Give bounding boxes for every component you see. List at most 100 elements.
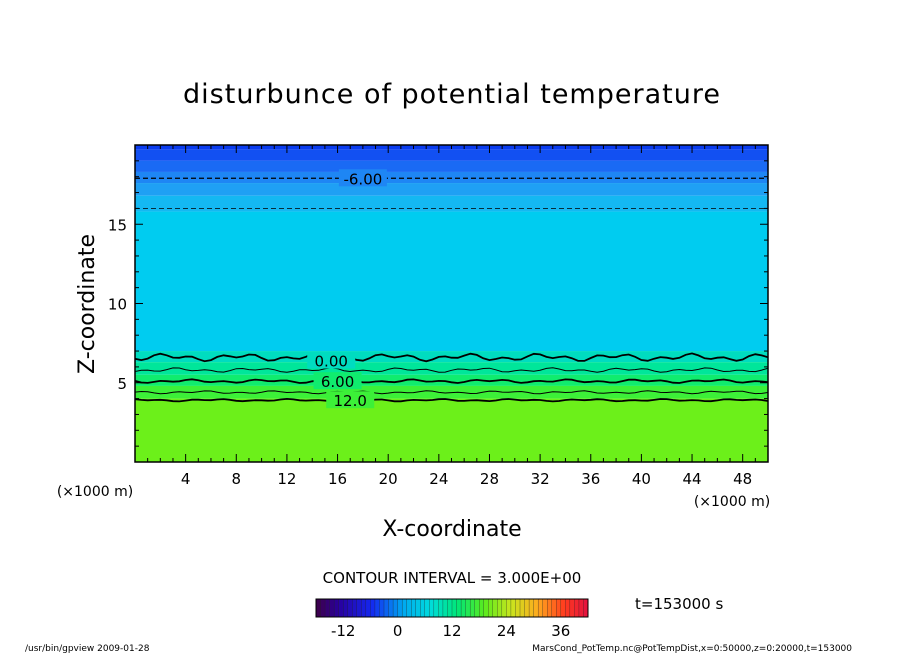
colorbar-cell [560,598,566,618]
colorbar-cell [569,598,575,618]
heatmap-layer [135,398,768,462]
colorbar-cell [383,598,389,618]
colorbar-cell [524,598,530,618]
colorbar-cell [365,598,371,618]
footer-left: /usr/bin/gpview 2009-01-28 [25,644,150,654]
colorbar-cell [433,598,439,618]
contour-label-bg [326,391,375,409]
contour-label-bg [313,372,362,390]
colorbar-cell [574,598,580,618]
x-axis-label: X-coordinate [382,517,521,542]
time-label: t=153000 s [635,595,723,613]
contour-line [135,390,768,395]
heatmap-layer [135,362,768,375]
contour-line [135,397,768,403]
contour-label: 6.00 [321,373,354,391]
colorbar-tick-label: 12 [442,622,461,640]
contour-line [135,367,768,373]
colorbar-cell [424,598,430,618]
y-axis-ticks: 5 10 15 [108,160,768,447]
x-tick-label: 4 [181,470,191,488]
x-tick-label: 32 [531,470,550,488]
colorbar-tick-label: 36 [551,622,570,640]
colorbar-cell [510,598,516,618]
contour-interval-text: CONTOUR INTERVAL = 3.000E+00 [323,569,582,587]
contour-label: -6.00 [343,170,382,188]
colorbar-cell [401,598,408,618]
colorbar-cell [501,598,507,618]
heatmap-layer [135,351,768,363]
colorbar-cell [333,598,340,618]
y-tick-label: 15 [108,216,127,234]
colorbar-cell [329,598,335,618]
heatmap-layers [135,145,768,462]
colorbar-cell [479,598,485,618]
x-tick-label: 40 [632,470,651,488]
x-tick-label: 8 [232,470,242,488]
contour-lines [135,177,768,403]
colorbar-cell [415,598,421,618]
colorbar-tick-labels: -12 0 12 24 36 [331,622,570,640]
colorbar-cell [447,598,453,618]
contour-label-bg [307,351,356,369]
contour-line [135,378,768,384]
colorbar-cell [533,598,539,618]
colorbar-cell [492,598,498,618]
heatmap-layer [135,183,768,196]
heatmap-layer [135,171,768,184]
colorbar-cell [556,598,562,618]
colorbar-cell [542,598,548,618]
colorbar-cell [397,598,403,618]
contour-label: 0.00 [315,353,348,371]
colorbar-cell [388,598,394,618]
colorbar-cell [379,598,385,618]
colorbar-cell [324,598,331,618]
colorbar-cell [497,598,503,618]
colorbar-cell [442,598,448,618]
x-axis-ticks: 4 8 12 16 20 24 28 32 36 40 44 48 [147,145,756,488]
colorbar-cell [338,598,344,618]
colorbar-cell [551,598,557,618]
x-tick-label: 16 [328,470,347,488]
heatmap-layer [135,149,768,161]
colorbar-cell [460,598,467,618]
chart-title: disturbunce of potential temperature [183,79,721,110]
heatmap-layer [135,195,768,212]
colorbar-cell [429,598,435,618]
colorbar-cell [420,598,426,618]
colorbar-cell [438,598,444,618]
colorbar-tick-label: -12 [331,622,356,640]
colorbar-cell [320,598,326,618]
colorbar-cell [451,598,457,618]
colorbar-cell [547,598,553,618]
x-unit-left: (×1000 m) [57,484,133,500]
colorbar-cell [469,598,476,618]
colorbar-cell [352,598,358,618]
contour-line [135,352,768,363]
colorbar-cell [343,598,349,618]
colorbar-tick-label: 24 [497,622,516,640]
colorbar-cell [578,598,584,618]
x-tick-label: 36 [581,470,600,488]
heatmap-layer [135,374,768,386]
colorbar-cell [537,598,544,618]
colorbar-cell [483,598,489,618]
colorbar-cell [528,598,535,618]
x-tick-label: 44 [682,470,701,488]
colorbar-cell [474,598,480,618]
y-tick-label: 5 [117,375,127,393]
colorbar-cell [411,598,417,618]
colorbar-cell [406,598,412,618]
colorbar-tick-label: 0 [393,622,403,640]
colorbar-cell [515,598,521,618]
y-tick-label: 10 [108,296,127,314]
x-tick-label: 48 [733,470,752,488]
contour-label: 12.0 [334,392,367,410]
colorbar-cell [315,598,321,618]
colorbar-cell [361,598,367,618]
colorbar-cell [565,598,571,618]
colorbar-cell [465,598,471,618]
contour-label-bg [338,169,387,187]
colorbar-cell [356,598,362,618]
